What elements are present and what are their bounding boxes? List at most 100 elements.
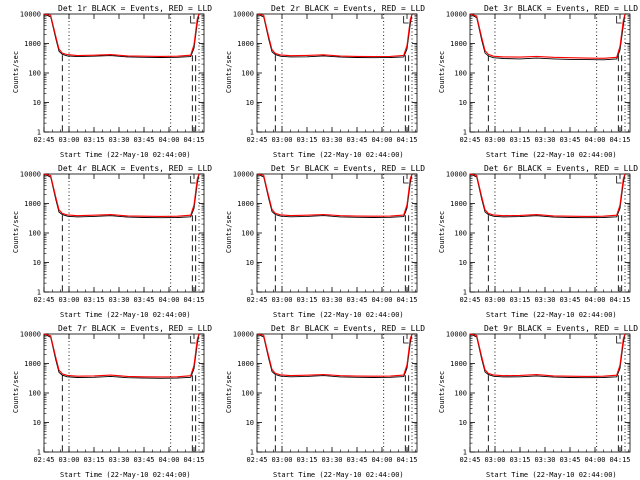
y-tick-label: 10	[33, 99, 41, 107]
x-tick-label: 03:00	[271, 296, 292, 304]
x-tick-label: 03:30	[534, 456, 555, 464]
x-tick-label: 02:45	[33, 456, 54, 464]
y-tick-label: 10000	[20, 331, 41, 339]
x-tick-label: 03:00	[58, 456, 79, 464]
y-axis-label: Counts/sec	[438, 50, 446, 94]
plot-frame	[43, 333, 205, 453]
y-tick-label: 100	[241, 390, 254, 398]
x-tick-label: 04:00	[584, 296, 605, 304]
bracket-mark	[616, 16, 622, 24]
bracket-mark	[190, 16, 196, 24]
x-axis-label: Start Time (22-May-10 02:44:00)	[60, 151, 191, 159]
x-tick-label: 03:00	[484, 136, 505, 144]
y-tick-label: 10	[459, 419, 467, 427]
lld-series-line	[469, 173, 626, 217]
x-tick-label: 03:15	[83, 456, 104, 464]
x-tick-label: 04:15	[396, 456, 417, 464]
plot-frame	[43, 13, 205, 133]
y-tick-label: 1	[463, 289, 467, 297]
y-axis-label: Counts/sec	[438, 210, 446, 254]
x-tick-label: 03:45	[133, 456, 154, 464]
x-tick-label: 04:15	[396, 136, 417, 144]
y-tick-label: 10000	[233, 331, 254, 339]
panel-plot: 1 10 100 1000 10000 02:45 03:00 03:15 03:30 03:45…	[446, 171, 631, 305]
panel-title: Det 1r BLACK = Events, RED = LLD	[58, 4, 213, 13]
plot-frame	[469, 333, 631, 453]
x-axis-label: Start Time (22-May-10 02:44:00)	[273, 151, 404, 159]
x-tick-label: 04:15	[183, 136, 204, 144]
lld-series-line	[43, 13, 200, 57]
y-tick-label: 100	[28, 70, 41, 78]
plot-frame	[256, 173, 418, 293]
x-tick-label: 03:00	[271, 136, 292, 144]
x-tick-label: 03:15	[83, 136, 104, 144]
detector-panel: Det 1r BLACK = Events, RED = LLD 1 10 100 10…	[0, 0, 213, 160]
detector-panel: Det 2r BLACK = Events, RED = LLD 1 10 100 10…	[213, 0, 426, 160]
events-series-line	[43, 333, 200, 379]
panel-plot: 1 10 100 1000 10000 02:45 03:00 03:15 03:30 03:45…	[20, 171, 205, 305]
panel-plot: 1 10 100 1000 10000 02:45 03:00 03:15 03:30 03:45…	[20, 331, 205, 465]
y-tick-label: 1000	[237, 40, 254, 48]
y-tick-label: 1000	[237, 360, 254, 368]
lld-series-line	[256, 173, 413, 217]
x-tick-label: 04:00	[158, 456, 179, 464]
detector-panel: Det 6r BLACK = Events, RED = LLD 1 10 100 10…	[426, 160, 639, 320]
y-tick-label: 10000	[446, 331, 467, 339]
y-tick-label: 100	[454, 230, 467, 238]
events-series-line	[469, 173, 626, 219]
y-tick-label: 10	[33, 259, 41, 267]
events-series-line	[256, 173, 413, 218]
y-axis-label: Counts/sec	[225, 50, 233, 94]
x-tick-label: 03:30	[534, 136, 555, 144]
y-tick-label: 1	[250, 129, 254, 137]
events-series-line	[469, 333, 626, 379]
y-tick-label: 10	[33, 419, 41, 427]
bracket-mark	[616, 336, 622, 344]
detector-panel: Det 9r BLACK = Events, RED = LLD 1 10 100 10…	[426, 320, 639, 480]
x-tick-label: 03:45	[559, 296, 580, 304]
x-tick-label: 03:45	[346, 296, 367, 304]
detector-panel: Det 3r BLACK = Events, RED = LLD 1 10 100 10…	[426, 0, 639, 160]
x-axis-label: Start Time (22-May-10 02:44:00)	[273, 471, 404, 479]
panel-title: Det 9r BLACK = Events, RED = LLD	[484, 324, 639, 333]
y-tick-label: 100	[241, 70, 254, 78]
panel-title: Det 3r BLACK = Events, RED = LLD	[484, 4, 639, 13]
y-tick-label: 100	[28, 390, 41, 398]
x-tick-label: 04:00	[584, 136, 605, 144]
x-tick-label: 04:15	[609, 136, 630, 144]
x-tick-label: 03:30	[108, 136, 129, 144]
y-tick-label: 1000	[24, 200, 41, 208]
lld-series-line	[469, 333, 626, 377]
panel-plot: 1 10 100 1000 10000 02:45 03:00 03:15 03:30 03:45…	[233, 331, 418, 465]
x-tick-label: 03:00	[58, 136, 79, 144]
events-series-line	[43, 173, 200, 219]
y-tick-label: 10	[246, 419, 254, 427]
detector-panel: Det 5r BLACK = Events, RED = LLD 1 10 100 10…	[213, 160, 426, 320]
y-tick-label: 10000	[233, 11, 254, 19]
panel-title: Det 6r BLACK = Events, RED = LLD	[484, 164, 639, 173]
y-tick-label: 1	[37, 129, 41, 137]
x-tick-label: 03:15	[83, 296, 104, 304]
lld-series-line	[256, 13, 413, 58]
bracket-mark	[190, 176, 196, 184]
y-tick-label: 10000	[446, 11, 467, 19]
y-tick-label: 1	[37, 449, 41, 457]
x-axis-label: Start Time (22-May-10 02:44:00)	[60, 311, 191, 319]
x-tick-label: 03:15	[296, 456, 317, 464]
x-tick-label: 03:45	[559, 456, 580, 464]
y-tick-label: 1000	[450, 200, 467, 208]
x-tick-label: 04:00	[158, 296, 179, 304]
y-tick-label: 100	[454, 70, 467, 78]
x-tick-label: 02:45	[459, 136, 480, 144]
x-tick-label: 03:30	[534, 296, 555, 304]
panel-plot: 1 10 100 1000 10000 02:45 03:00 03:15 03:30 03:45…	[233, 171, 418, 305]
plot-frame	[43, 173, 205, 293]
x-tick-label: 03:30	[108, 296, 129, 304]
x-tick-label: 03:15	[296, 296, 317, 304]
x-tick-label: 03:30	[321, 456, 342, 464]
x-tick-label: 03:45	[346, 456, 367, 464]
bracket-mark	[403, 336, 409, 344]
y-tick-label: 10	[246, 259, 254, 267]
panel-plot: 1 10 100 1000 10000 02:45 03:00 03:15 03:30 03:45…	[446, 11, 631, 145]
